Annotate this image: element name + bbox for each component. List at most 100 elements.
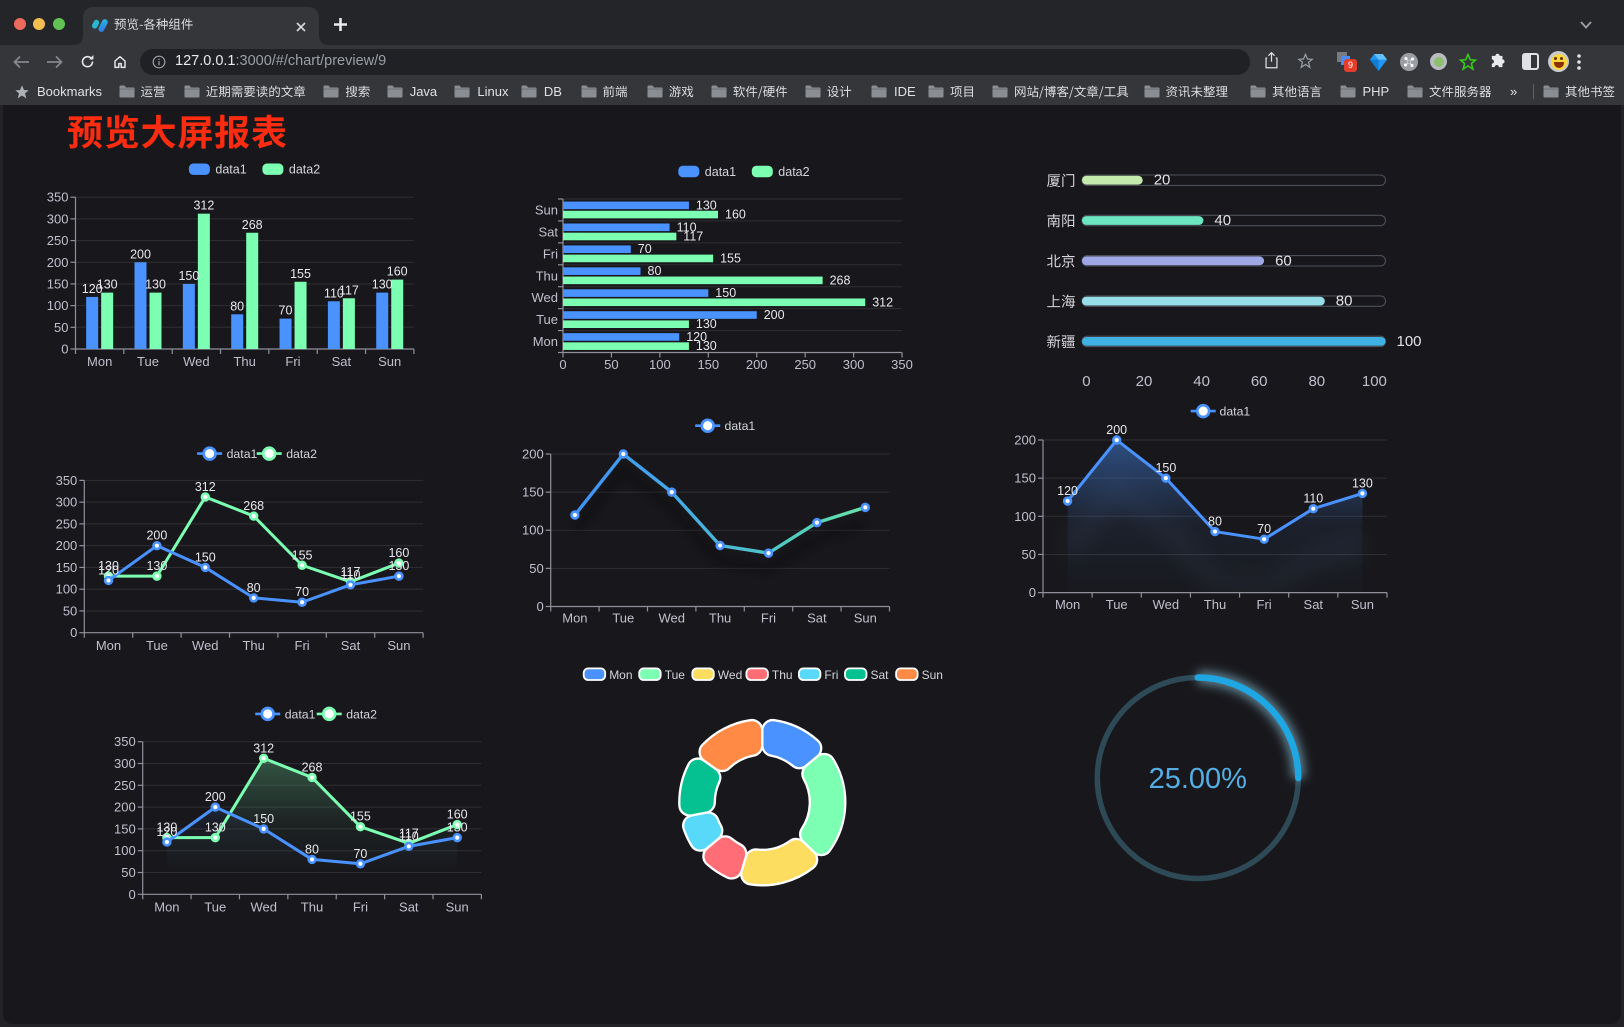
svg-text:Wed: Wed [658, 610, 685, 625]
svg-text:200: 200 [146, 529, 167, 543]
svg-text:268: 268 [242, 218, 263, 232]
svg-text:0: 0 [1082, 373, 1090, 390]
svg-text:300: 300 [843, 357, 865, 372]
svg-text:50: 50 [121, 865, 135, 880]
svg-text:160: 160 [387, 265, 408, 279]
svg-text:155: 155 [292, 548, 313, 562]
svg-text:150: 150 [195, 550, 216, 564]
svg-text:Tue: Tue [665, 668, 686, 682]
svg-text:Fri: Fri [1257, 597, 1272, 612]
svg-text:120: 120 [156, 825, 177, 839]
svg-text:data2: data2 [778, 165, 809, 179]
svg-text:200: 200 [56, 538, 78, 553]
svg-text:130: 130 [156, 821, 177, 835]
svg-text:Wed: Wed [192, 638, 219, 653]
svg-text:300: 300 [56, 495, 78, 510]
svg-text:117: 117 [341, 565, 361, 579]
svg-text:80: 80 [247, 581, 261, 595]
svg-text:Sun: Sun [387, 638, 410, 653]
svg-text:150: 150 [697, 357, 719, 372]
svg-text:150: 150 [253, 812, 274, 826]
svg-text:155: 155 [290, 267, 311, 281]
svg-text:Mon: Mon [154, 900, 179, 915]
svg-text:117: 117 [339, 283, 359, 297]
svg-text:Sun: Sun [535, 203, 558, 218]
svg-text:Sun: Sun [1351, 597, 1374, 612]
svg-text:130: 130 [205, 821, 226, 835]
svg-text:Thu: Thu [233, 354, 255, 369]
svg-text:data2: data2 [289, 163, 320, 177]
svg-text:120: 120 [686, 330, 707, 344]
svg-text:0: 0 [70, 625, 77, 640]
svg-text:Wed: Wed [532, 290, 559, 305]
svg-text:200: 200 [1106, 423, 1127, 437]
svg-text:200: 200 [130, 247, 151, 261]
svg-text:60: 60 [1275, 252, 1292, 269]
svg-text:150: 150 [1155, 461, 1176, 475]
svg-text:Sat: Sat [341, 638, 361, 653]
svg-text:100: 100 [1014, 509, 1036, 524]
svg-text:80: 80 [1336, 293, 1353, 310]
svg-text:data1: data1 [227, 447, 258, 461]
svg-text:Thu: Thu [301, 900, 323, 915]
svg-text:150: 150 [1014, 471, 1036, 486]
svg-text:Sat: Sat [399, 900, 419, 915]
svg-text:200: 200 [1014, 433, 1036, 448]
svg-text:120: 120 [82, 282, 103, 296]
svg-text:Fri: Fri [295, 638, 310, 653]
svg-text:Sun: Sun [378, 354, 401, 369]
svg-text:130: 130 [372, 278, 393, 292]
svg-text:117: 117 [399, 826, 419, 840]
svg-text:Fri: Fri [353, 900, 368, 915]
svg-text:Mon: Mon [96, 638, 121, 653]
svg-text:100: 100 [47, 298, 69, 313]
svg-text:300: 300 [114, 756, 136, 771]
svg-text:Tue: Tue [536, 312, 558, 327]
svg-text:Thu: Thu [709, 610, 731, 625]
svg-text:130: 130 [1352, 476, 1373, 490]
svg-text:120: 120 [1057, 484, 1078, 498]
svg-text:70: 70 [279, 304, 293, 318]
svg-text:Sat: Sat [332, 354, 352, 369]
svg-text:Sun: Sun [922, 668, 943, 682]
svg-text:200: 200 [522, 447, 544, 462]
svg-text:268: 268 [830, 273, 851, 287]
svg-text:20: 20 [1136, 373, 1153, 390]
svg-text:40: 40 [1214, 212, 1231, 229]
svg-text:70: 70 [295, 585, 309, 599]
svg-text:40: 40 [1193, 373, 1210, 390]
svg-text:20: 20 [1154, 172, 1171, 189]
svg-text:Mon: Mon [533, 334, 558, 349]
svg-text:Mon: Mon [562, 610, 587, 625]
svg-text:data1: data1 [285, 707, 316, 721]
svg-text:130: 130 [145, 278, 166, 292]
svg-text:Fri: Fri [543, 246, 558, 261]
svg-text:130: 130 [146, 559, 167, 573]
svg-text:Fri: Fri [285, 354, 300, 369]
svg-text:200: 200 [47, 255, 69, 270]
svg-text:120: 120 [98, 564, 119, 578]
svg-text:0: 0 [1029, 585, 1036, 600]
svg-text:300: 300 [47, 211, 69, 226]
svg-text:130: 130 [696, 339, 717, 353]
svg-text:70: 70 [353, 847, 367, 861]
svg-text:130: 130 [388, 559, 409, 573]
svg-text:200: 200 [746, 357, 768, 372]
svg-text:Sat: Sat [1304, 597, 1324, 612]
svg-text:Sat: Sat [807, 610, 827, 625]
svg-text:130: 130 [696, 317, 717, 331]
svg-text:250: 250 [47, 233, 69, 248]
svg-text:Mon: Mon [1055, 597, 1080, 612]
svg-text:150: 150 [178, 269, 199, 283]
svg-text:0: 0 [536, 599, 543, 614]
svg-text:110: 110 [1303, 492, 1323, 506]
svg-text:Thu: Thu [536, 268, 558, 283]
svg-text:Fri: Fri [824, 668, 838, 682]
svg-text:350: 350 [114, 734, 136, 749]
svg-text:100: 100 [649, 357, 671, 372]
svg-text:80: 80 [230, 299, 244, 313]
svg-text:0: 0 [559, 357, 566, 372]
svg-text:200: 200 [114, 800, 136, 815]
svg-text:200: 200 [205, 790, 226, 804]
svg-text:268: 268 [243, 499, 264, 513]
